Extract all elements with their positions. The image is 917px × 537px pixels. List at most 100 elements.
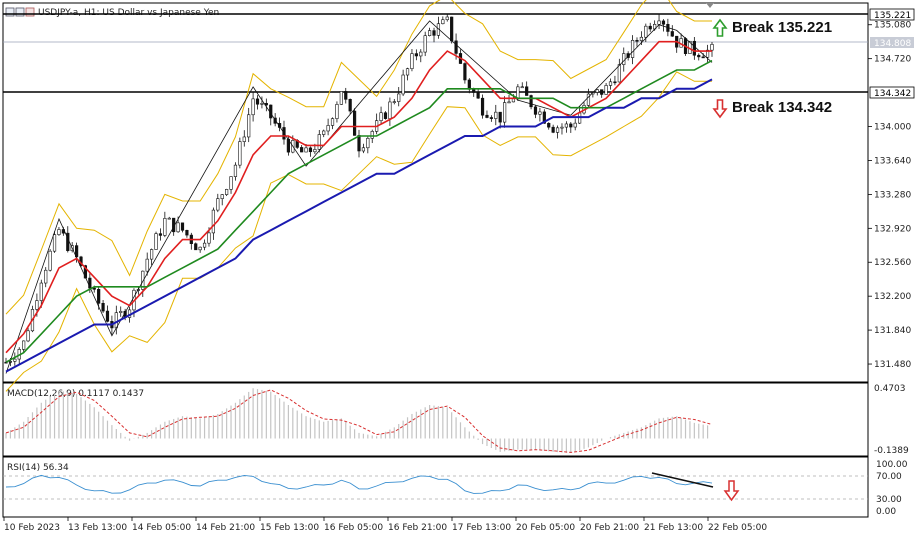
candle-body: [361, 147, 366, 152]
candle-body: [357, 135, 361, 152]
candle-body: [180, 222, 185, 231]
candle-body: [436, 23, 441, 36]
candle-body: [317, 134, 321, 150]
candle-body: [163, 218, 167, 236]
candle-body: [476, 92, 480, 99]
price-tick-label: 132.560: [874, 258, 911, 268]
candle-body: [533, 106, 538, 115]
candle-body: [445, 16, 449, 21]
candle-body: [538, 111, 542, 115]
candle-body: [661, 20, 666, 25]
candle-body: [326, 125, 330, 132]
time-tick-label: 16 Feb 21:00: [388, 523, 447, 533]
candle-body: [145, 258, 149, 272]
candle-body: [229, 176, 233, 190]
time-tick-label: 17 Feb 13:00: [452, 523, 511, 533]
candle-body: [705, 49, 710, 58]
rsi-tick-30: 30.00: [876, 495, 902, 505]
candle-body: [555, 127, 560, 133]
candle-body: [44, 269, 48, 284]
candle-body: [529, 95, 533, 108]
candle-body: [88, 277, 92, 289]
candle-body: [242, 136, 246, 142]
price-label-support: 134.342: [869, 86, 915, 99]
candle-body: [255, 98, 260, 105]
bollinger-upper-band: [5, 0, 712, 315]
chart-title: USDJPY-a, H1: US Dollar vs Japanese Yen: [38, 8, 219, 18]
candle-body: [401, 74, 405, 95]
candle-body: [383, 112, 388, 119]
candle-body: [13, 358, 17, 362]
candle-body: [560, 126, 564, 129]
macd-tick-bottom: -0.1389: [874, 446, 909, 456]
zigzag-line: [5, 20, 713, 374]
candle-body: [330, 118, 335, 126]
candle-body: [613, 81, 617, 84]
price-axis[interactable]: 135.080 134.720 134.000 133.640 133.280 132.9…: [868, 21, 911, 370]
time-tick-label: 14 Feb 21:00: [196, 523, 255, 533]
candle-body: [22, 340, 26, 350]
time-axis[interactable]: 10 Feb 2023 13 Feb 13:00 14 Feb 05:00 14 Fe…: [3, 517, 767, 533]
candle-body: [520, 86, 524, 89]
price-tick-label: 134.720: [874, 55, 911, 65]
price-tick-label: 131.480: [874, 360, 911, 370]
candle-body: [472, 89, 476, 93]
candle-body: [273, 117, 277, 124]
candle-body: [158, 233, 163, 236]
candle-body: [97, 289, 101, 304]
candle-body: [635, 39, 639, 42]
candle-body: [480, 97, 485, 116]
candle-body: [260, 103, 264, 105]
candle-body: [92, 287, 96, 290]
candle-body: [238, 141, 242, 166]
candle-body: [511, 98, 516, 103]
candle-body: [648, 25, 652, 30]
candle-body: [39, 282, 43, 301]
candlesticks: [4, 13, 714, 367]
candle-body: [339, 91, 343, 105]
candle-body: [313, 149, 317, 153]
price-tick-label: 132.920: [874, 224, 911, 234]
candle-body: [427, 30, 432, 36]
candle-body: [503, 102, 507, 123]
candle-body: [410, 53, 414, 69]
candle-body: [141, 270, 145, 290]
candle-body: [247, 114, 251, 138]
ma-fast-line: [5, 40, 712, 354]
candle-body: [220, 194, 224, 199]
rsi-tick-100: 100.00: [876, 460, 908, 470]
candle-body: [194, 243, 198, 251]
candle-body: [551, 126, 555, 133]
candle-body: [207, 232, 211, 244]
candle-body: [366, 137, 370, 149]
time-tick-label: 16 Feb 05:00: [324, 523, 383, 533]
bollinger-bands: [5, 0, 712, 392]
candle-body: [101, 303, 105, 312]
ma-mid-line: [5, 59, 713, 363]
candle-body: [432, 30, 436, 36]
candle-body: [622, 53, 626, 65]
candle-body: [388, 101, 392, 119]
candle-body: [167, 217, 171, 220]
time-tick-label: 10 Feb 2023: [4, 523, 60, 533]
rsi-tick-70: 70.00: [876, 472, 902, 482]
rsi-label: RSI(14) 56.34: [7, 463, 69, 473]
time-tick-label: 15 Feb 13:00: [260, 523, 319, 533]
moving-averages: [5, 40, 713, 373]
candle-body: [600, 89, 604, 95]
symbol-icon[interactable]: [5, 7, 35, 17]
candle-body: [454, 40, 458, 54]
rsi-divergence-trendline[interactable]: [651, 472, 714, 488]
candle-body: [542, 111, 546, 124]
candle-body: [52, 234, 57, 252]
candle-body: [233, 164, 238, 177]
candle-body: [304, 147, 308, 153]
chart-shift-marker[interactable]: [706, 3, 714, 8]
candle-body: [498, 111, 502, 123]
candle-body: [35, 300, 39, 310]
rsi-tick-0: 0.00: [876, 507, 896, 517]
support-price-text: 134.342: [874, 89, 911, 99]
price-tick-label: 134.000: [874, 123, 911, 133]
time-tick-label: 20 Feb 21:00: [580, 523, 639, 533]
